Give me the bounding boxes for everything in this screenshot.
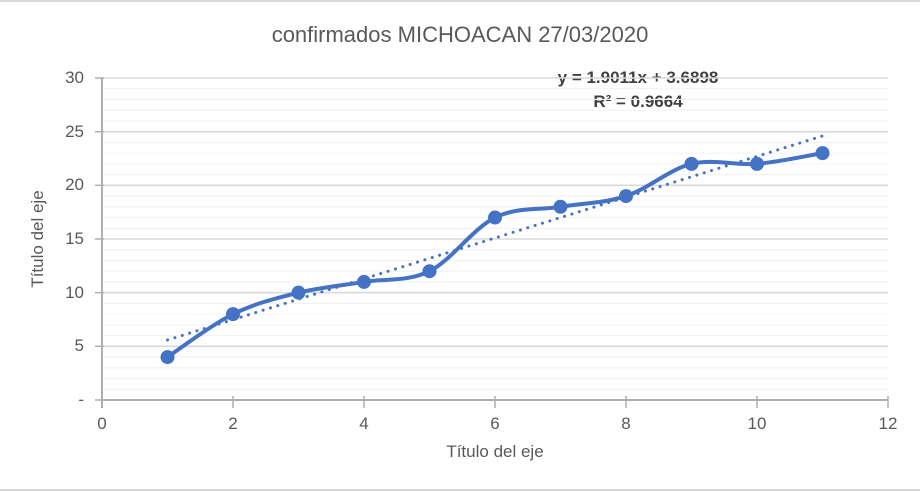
x-axis-title[interactable]: Título del eje [446, 442, 544, 461]
y-tick-label: 10 [65, 283, 84, 302]
x-tick-label: 6 [490, 414, 500, 433]
series-marker[interactable] [160, 350, 175, 365]
y-tick-label: 5 [74, 336, 84, 355]
series-marker[interactable] [815, 146, 830, 161]
trendline-r-squared: R² = 0.9664 [593, 92, 683, 111]
chart-title[interactable]: confirmados MICHOACAN 27/03/2020 [271, 22, 649, 47]
x-tick-label: 12 [878, 414, 898, 433]
x-tick-label: 4 [359, 414, 369, 433]
y-tick-label: 25 [65, 122, 84, 141]
trendline [166, 134, 824, 342]
x-tick-label: 0 [97, 414, 107, 433]
series-line[interactable] [165, 151, 825, 360]
series-marker[interactable] [226, 307, 240, 322]
series-marker[interactable] [619, 189, 633, 204]
series-marker[interactable] [750, 156, 764, 171]
y-tick-label: 15 [65, 229, 84, 248]
x-tick-label: 10 [747, 414, 767, 433]
series-marker[interactable] [553, 199, 568, 214]
y-tick-label: 30 [65, 68, 84, 87]
y-tick-label: 20 [65, 175, 84, 194]
series-marker[interactable] [684, 156, 699, 171]
series-marker[interactable] [291, 285, 306, 300]
series-marker[interactable] [488, 210, 502, 225]
x-tick-label: 8 [621, 414, 631, 433]
y-axis-title[interactable]: Título del eje [28, 190, 47, 288]
series-marker[interactable] [357, 274, 371, 289]
series-marker[interactable] [422, 264, 437, 279]
y-tick-label: - [78, 390, 84, 409]
x-tick-label: 2 [228, 414, 238, 433]
